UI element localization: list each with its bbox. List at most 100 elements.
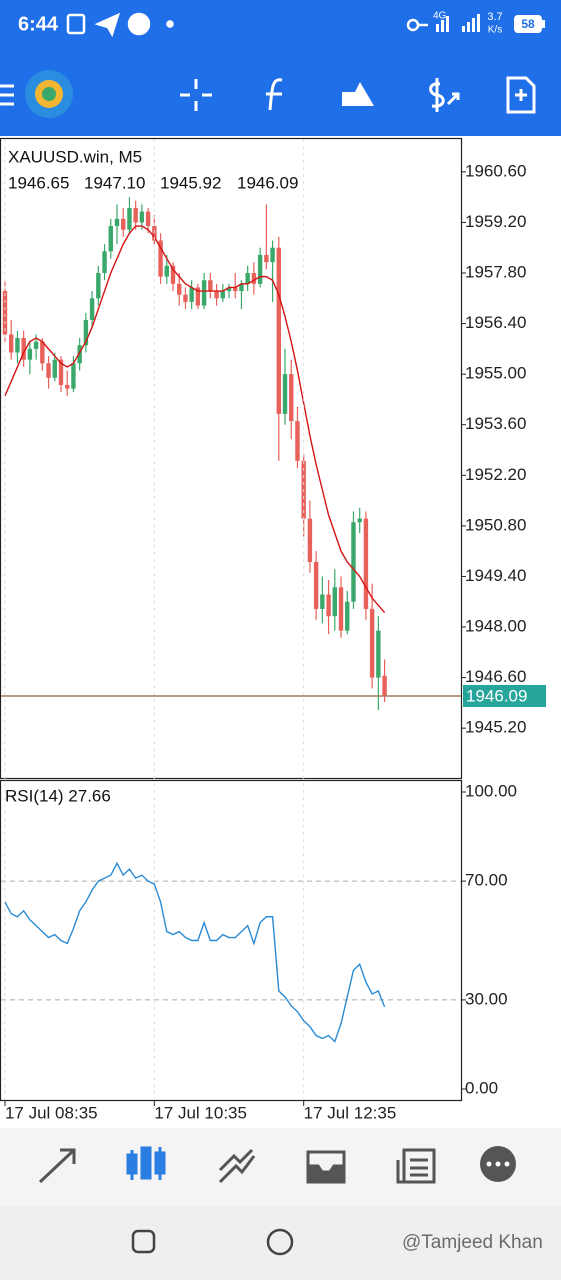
- rsi-panel-frame: [0, 779, 463, 1102]
- candle-body: [276, 247, 281, 414]
- y-tick-label: 1959.20: [465, 212, 526, 231]
- menu-button[interactable]: [0, 84, 14, 106]
- candle-body: [139, 211, 145, 223]
- new-order-button[interactable]: [506, 76, 536, 114]
- objects-button[interactable]: [342, 82, 374, 106]
- candle-body: [121, 218, 126, 230]
- candle-body: [257, 254, 263, 284]
- candle-body: [46, 363, 51, 378]
- candle-body: [338, 587, 344, 631]
- bottom-nav-icons: [38, 1146, 516, 1184]
- y-tick-label: 1957.80: [465, 262, 526, 281]
- toolbar: [0, 70, 536, 118]
- candle-body: [376, 630, 381, 678]
- candle-body: [108, 226, 113, 252]
- y-tick-label: 100.00: [465, 781, 517, 800]
- current-price-label: 1946.09: [466, 686, 527, 705]
- trade-tab[interactable]: [218, 1148, 256, 1184]
- candle-body: [214, 291, 219, 299]
- candle-body: [251, 273, 257, 284]
- candle-body: [270, 247, 275, 263]
- y-tick-label: 1950.80: [465, 515, 526, 534]
- chart-tab[interactable]: [126, 1146, 166, 1180]
- candle-body: [345, 601, 350, 631]
- candle-body: [189, 287, 194, 302]
- candle-body: [102, 251, 107, 274]
- candle-body: [2, 291, 8, 335]
- net-speed-unit: K/s: [488, 25, 502, 36]
- app-logo[interactable]: [25, 70, 73, 118]
- battery-level: 58: [521, 17, 535, 31]
- candle-body: [313, 561, 319, 609]
- home-button[interactable]: [266, 1228, 294, 1256]
- rsi-line: [4, 861, 386, 1043]
- rsi-title: RSI(14) 27.66: [5, 786, 111, 805]
- candle-body: [96, 273, 101, 299]
- candle-body: [183, 294, 188, 302]
- watermark: @Tamjeed Khan: [402, 1232, 543, 1253]
- y-tick-label: 1945.20: [465, 718, 526, 737]
- candle-body: [245, 273, 250, 284]
- moving-average: [4, 225, 386, 614]
- candle-body: [320, 594, 325, 609]
- quote-low: 1945.92: [160, 173, 221, 192]
- bottom-nav: [0, 1128, 561, 1206]
- y-tick-label: 30.00: [465, 989, 508, 1008]
- candle-body: [152, 226, 157, 241]
- candle-body: [177, 283, 182, 295]
- candle-body: [15, 338, 20, 353]
- candle-body: [195, 287, 201, 306]
- charts: 1960.60 1959.20 1957.80 1956.40 1955.00 1953.…: [1, 139, 546, 1122]
- candle-body: [58, 359, 64, 385]
- candle-body: [208, 280, 213, 292]
- y-tick-label: 1952.20: [465, 465, 526, 484]
- candle-body: [145, 211, 151, 227]
- candle-body: [369, 608, 375, 678]
- candle-body: [357, 518, 362, 523]
- candle-body: [382, 675, 387, 697]
- candle-body: [127, 207, 132, 230]
- candle-body: [89, 298, 95, 320]
- candle-body: [83, 319, 89, 346]
- trade-button[interactable]: [429, 78, 460, 112]
- x-tick-label: 17 Jul 08:35: [5, 1103, 98, 1122]
- y-tick-label: 1948.00: [465, 616, 526, 635]
- candle-body: [363, 518, 369, 609]
- indicators-button[interactable]: [266, 78, 283, 111]
- candle-body: [71, 363, 76, 389]
- y-tick-label: 1953.60: [465, 414, 526, 433]
- crosshair-button[interactable]: [180, 79, 212, 111]
- candle-body: [21, 338, 26, 360]
- notification-icons: [66, 12, 174, 38]
- symbol-title: XAUUSD.win, M5: [8, 147, 142, 166]
- candle-body: [114, 218, 120, 227]
- y-tick-label: 1956.40: [465, 313, 526, 332]
- quote-close: 1946.09: [237, 173, 298, 192]
- candle-body: [158, 240, 163, 277]
- candle-body: [33, 341, 39, 349]
- y-tick-label: 1955.00: [465, 364, 526, 383]
- candle-body: [52, 359, 57, 378]
- candle-body: [201, 280, 207, 306]
- candle-body: [307, 518, 313, 562]
- candle-body: [264, 254, 269, 263]
- candle-body: [295, 421, 300, 461]
- chat-tab[interactable]: [480, 1146, 516, 1182]
- quote-open: 1946.65: [8, 173, 69, 192]
- recents-button[interactable]: [131, 1229, 156, 1254]
- candle-body: [289, 374, 294, 422]
- candle-body: [239, 283, 244, 292]
- candle-body: [9, 334, 14, 353]
- main-panel-frame: [0, 137, 463, 780]
- news-tab[interactable]: [396, 1148, 436, 1184]
- history-tab[interactable]: [306, 1150, 346, 1184]
- candle-body: [226, 287, 232, 292]
- quotes-tab[interactable]: [38, 1148, 76, 1184]
- candle-body: [220, 291, 225, 299]
- candle-body: [351, 522, 356, 602]
- x-tick-label: 17 Jul 12:35: [304, 1103, 397, 1122]
- system-nav: [0, 1206, 561, 1280]
- system-icons: 4G 3.7 K/s 58: [406, 11, 545, 36]
